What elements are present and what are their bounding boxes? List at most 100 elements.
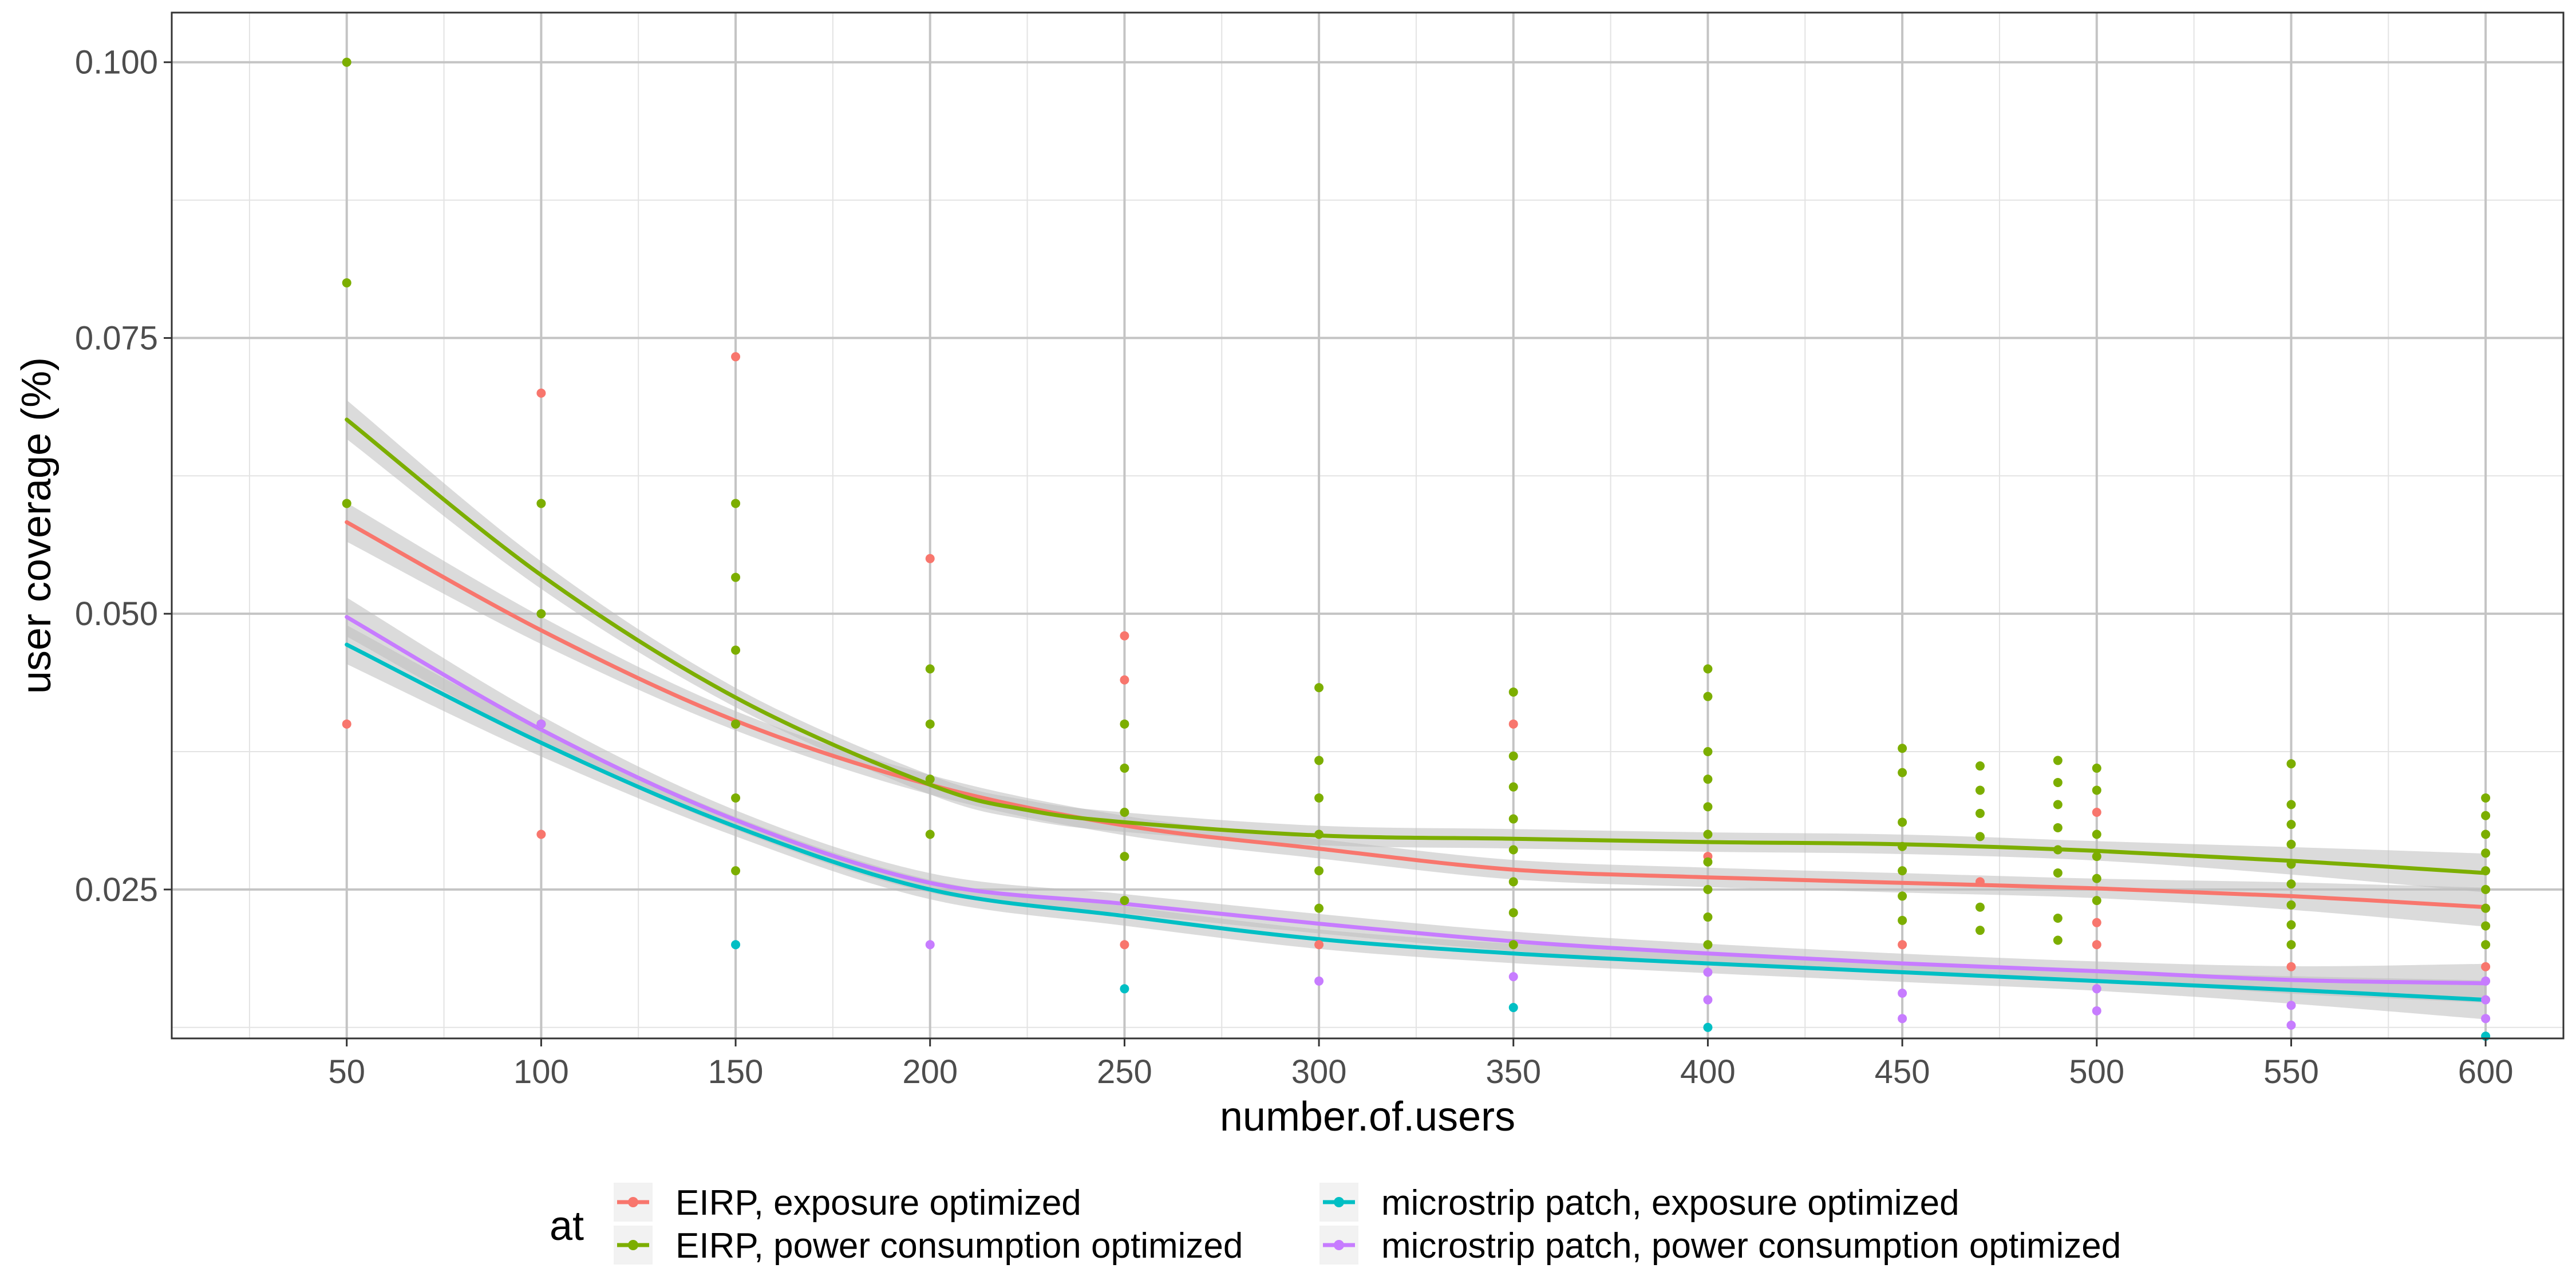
y-tick-label: 0.100 [75,44,158,81]
x-tick-label: 500 [2069,1053,2124,1091]
point-eirp-exposure-optimized [1120,631,1129,641]
legend-label: EIRP, power consumption optimized [675,1226,1243,1266]
point-eirp-power-consumption-optimized [1314,793,1324,803]
point-eirp-power-consumption-optimized [2053,845,2063,855]
point-eirp-exposure-optimized [1120,675,1129,685]
point-eirp-exposure-optimized [536,829,546,839]
line-eirp-exposure-optimized [345,520,2488,910]
point-eirp-power-consumption-optimized [2053,823,2063,832]
point-microstrip-patch-power-consumption-optimized [1508,972,1518,982]
point-eirp-power-consumption-optimized [1898,866,1907,876]
x-tick-label: 250 [1097,1053,1152,1091]
point-microstrip-patch-power-consumption-optimized [2286,1001,2296,1010]
legend-key-point [1334,1197,1344,1207]
point-eirp-power-consumption-optimized [731,793,741,803]
point-eirp-exposure-optimized [2092,940,2101,950]
point-eirp-exposure-optimized [342,719,351,729]
data-points [342,57,2491,1041]
point-eirp-power-consumption-optimized [1898,744,1907,753]
point-eirp-exposure-optimized [536,388,546,398]
point-eirp-power-consumption-optimized [1703,664,1713,674]
point-eirp-exposure-optimized [1975,877,1985,887]
x-axis-title: number.of.users [1220,1094,1515,1140]
y-axis-title: user coverage (%) [14,357,60,694]
legend-label: microstrip patch, exposure optimized [1381,1183,1959,1223]
point-eirp-power-consumption-optimized [2053,756,2063,765]
point-eirp-exposure-optimized [2092,918,2101,927]
point-eirp-power-consumption-optimized [2481,921,2491,931]
point-eirp-power-consumption-optimized [925,664,935,674]
point-microstrip-patch-power-consumption-optimized [2481,995,2491,1005]
point-microstrip-patch-power-consumption-optimized [2481,976,2491,986]
point-eirp-power-consumption-optimized [1508,877,1518,887]
point-eirp-power-consumption-optimized [1508,687,1518,697]
point-eirp-power-consumption-optimized [2481,811,2491,820]
point-eirp-exposure-optimized [1508,719,1518,729]
legend-key-point [1334,1240,1344,1250]
point-eirp-power-consumption-optimized [925,829,935,839]
point-eirp-power-consumption-optimized [1703,884,1713,894]
x-axis-ticks: 50 100 150 200 250 300 350 400 450 500 550 600 [328,1038,2514,1091]
point-eirp-exposure-optimized [731,352,741,362]
point-eirp-power-consumption-optimized [1508,814,1518,824]
legend-item-eirp-power-consumption-optimized: EIRP, power consumption optimized [614,1226,1243,1266]
point-eirp-power-consumption-optimized [1314,866,1324,876]
x-tick-label: 200 [902,1053,958,1091]
point-eirp-power-consumption-optimized [2092,852,2101,862]
point-eirp-power-consumption-optimized [1508,940,1518,950]
point-microstrip-patch-power-consumption-optimized [925,940,935,950]
x-tick-label: 450 [1875,1053,1930,1091]
x-tick-label: 600 [2458,1053,2514,1091]
y-axis-ticks: 0.025 0.050 0.075 0.100 [75,44,172,908]
point-microstrip-patch-power-consumption-optimized [2092,1006,2101,1016]
y-tick-label: 0.025 [75,871,158,908]
point-eirp-power-consumption-optimized [1314,683,1324,693]
x-tick-label: 300 [1291,1053,1347,1091]
point-eirp-power-consumption-optimized [2481,793,2491,803]
point-eirp-power-consumption-optimized [2481,866,2491,876]
point-eirp-power-consumption-optimized [2092,785,2101,795]
point-microstrip-patch-power-consumption-optimized [1898,1014,1907,1024]
point-eirp-power-consumption-optimized [2286,900,2296,910]
point-eirp-power-consumption-optimized [2286,940,2296,950]
point-eirp-power-consumption-optimized [1898,841,1907,851]
point-microstrip-patch-power-consumption-optimized [1898,988,1907,998]
line-microstrip-patch-exposure-optimized [345,642,2488,1002]
point-eirp-power-consumption-optimized [731,719,741,729]
point-eirp-power-consumption-optimized [1898,768,1907,777]
point-eirp-power-consumption-optimized [1120,896,1129,906]
y-tick-label: 0.050 [75,595,158,633]
point-eirp-power-consumption-optimized [1703,692,1713,701]
point-eirp-power-consumption-optimized [1898,891,1907,901]
point-eirp-exposure-optimized [1314,940,1324,950]
legend-item-eirp-exposure-optimized: EIRP, exposure optimized [614,1183,1081,1223]
point-microstrip-patch-power-consumption-optimized [536,719,546,729]
point-eirp-power-consumption-optimized [731,499,741,508]
legend-key-point [628,1240,638,1250]
point-eirp-power-consumption-optimized [1120,807,1129,817]
point-microstrip-patch-power-consumption-optimized [1703,995,1713,1005]
point-eirp-power-consumption-optimized [536,609,546,619]
point-eirp-power-consumption-optimized [342,278,351,288]
panel-border [171,11,2565,1040]
point-eirp-exposure-optimized [2481,962,2491,971]
point-eirp-power-consumption-optimized [1314,829,1324,839]
point-eirp-power-consumption-optimized [731,645,741,655]
point-microstrip-patch-exposure-optimized [731,940,741,950]
point-eirp-power-consumption-optimized [1703,912,1713,922]
point-eirp-power-consumption-optimized [731,866,741,876]
point-eirp-power-consumption-optimized [1975,785,1985,795]
point-microstrip-patch-exposure-optimized [1120,984,1129,994]
point-eirp-power-consumption-optimized [1508,908,1518,918]
point-eirp-power-consumption-optimized [2053,800,2063,809]
point-microstrip-patch-power-consumption-optimized [1314,976,1324,986]
point-eirp-power-consumption-optimized [2286,859,2296,869]
point-eirp-power-consumption-optimized [1703,775,1713,784]
point-eirp-power-consumption-optimized [1898,817,1907,827]
point-eirp-power-consumption-optimized [1975,902,1985,912]
point-eirp-power-consumption-optimized [2286,820,2296,829]
point-eirp-power-consumption-optimized [1975,808,1985,818]
point-eirp-exposure-optimized [2286,962,2296,971]
